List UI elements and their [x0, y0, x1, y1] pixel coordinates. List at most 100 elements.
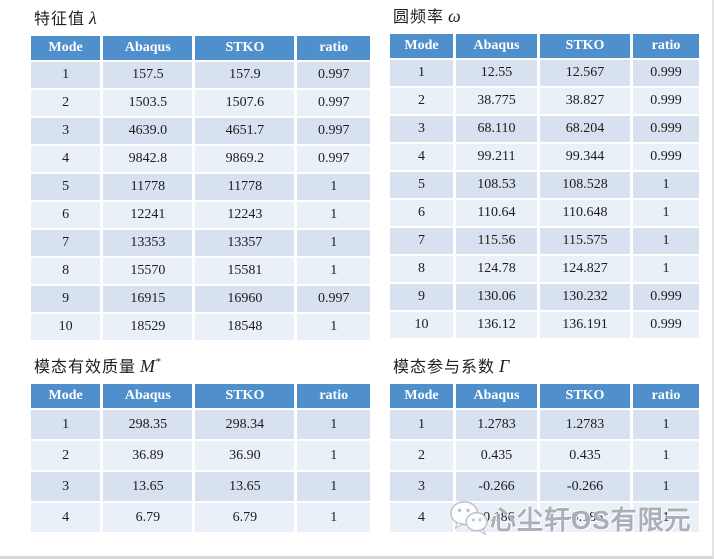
- header-mode: Mode: [31, 36, 101, 60]
- table-cell: 13357: [195, 230, 295, 256]
- table-cell: 110.64: [456, 200, 537, 226]
- table-cell: 1: [297, 472, 370, 501]
- header-ratio: ratio: [633, 384, 699, 408]
- table-cell: 1: [297, 258, 370, 284]
- table-cell: 1: [31, 410, 101, 439]
- table-cell: 0.999: [633, 284, 699, 310]
- table-cell: 1: [31, 62, 101, 88]
- table-cell: 3: [390, 472, 453, 501]
- table-cell: 36.90: [195, 441, 295, 470]
- table-cell: 0.997: [297, 62, 370, 88]
- table-row: 7 13353 13357 1: [31, 230, 370, 256]
- table-header-row: Mode Abaqus STKO ratio: [31, 36, 370, 60]
- table-cell: 1.2783: [456, 410, 537, 439]
- table-cell: 2: [31, 90, 101, 116]
- table-cell: 108.528: [540, 172, 630, 198]
- table-cell: 6.79: [195, 503, 295, 532]
- table-row: 10 136.12 136.191 0.999: [390, 312, 699, 338]
- table-row: 1 298.35 298.34 1: [31, 410, 370, 439]
- table-row: 5 108.53 108.528 1: [390, 172, 699, 198]
- table-cell: 115.575: [540, 228, 630, 254]
- table-row: 2 36.89 36.90 1: [31, 441, 370, 470]
- table-row: 3 4639.0 4651.7 0.997: [31, 118, 370, 144]
- table-cell: 5: [31, 174, 101, 200]
- title-text: 特征值: [34, 11, 86, 28]
- table-cell: 38.827: [540, 88, 630, 114]
- table-cell: 0.999: [633, 116, 699, 142]
- header-stko: STKO: [540, 384, 630, 408]
- table-cell: 124.827: [540, 256, 630, 282]
- table-row: 3 68.110 68.204 0.999: [390, 116, 699, 142]
- table-row: 2 38.775 38.827 0.999: [390, 88, 699, 114]
- table-row: 8 15570 15581 1: [31, 258, 370, 284]
- title-text: 模态参与系数: [393, 359, 496, 376]
- table-eigenvalue: Mode Abaqus STKO ratio 1 157.5 157.9 0.997 2…: [28, 34, 373, 342]
- table-cell: 99.344: [540, 144, 630, 170]
- table-cell: 0.997: [297, 118, 370, 144]
- table-cell: -0.186: [456, 503, 537, 532]
- header-mode: Mode: [390, 34, 453, 58]
- title-symbol: Γ: [499, 356, 510, 376]
- table-cell: 18529: [103, 314, 193, 340]
- table-row: 1 1.2783 1.2783 1: [390, 410, 699, 439]
- header-ratio: ratio: [633, 34, 699, 58]
- table-cell: 1: [633, 472, 699, 501]
- section-eigenvalue: 特征值 λ Mode Abaqus STKO ratio 1 157.5 157.9 0…: [28, 5, 373, 342]
- table-cell: 99.211: [456, 144, 537, 170]
- table-cell: 124.78: [456, 256, 537, 282]
- table-cell: 108.53: [456, 172, 537, 198]
- table-row: 4 6.79 6.79 1: [31, 503, 370, 532]
- table-cell: 12243: [195, 202, 295, 228]
- table-cell: 8: [31, 258, 101, 284]
- table-row: 2 1503.5 1507.6 0.997: [31, 90, 370, 116]
- table-cell: 5: [390, 172, 453, 198]
- table-cell: 0.999: [633, 144, 699, 170]
- header-abaqus: Abaqus: [103, 36, 193, 60]
- table-row: 8 124.78 124.827 1: [390, 256, 699, 282]
- table-modal-participation-factor: Mode Abaqus STKO ratio 1 1.2783 1.2783 1 2 0.…: [387, 382, 702, 534]
- table-cell: 1: [297, 441, 370, 470]
- table-cell: 1: [633, 172, 699, 198]
- table-row: 10 18529 18548 1: [31, 314, 370, 340]
- table-cell: 4: [31, 146, 101, 172]
- table-cell: -0.266: [540, 472, 630, 501]
- table-cell: 12.55: [456, 60, 537, 86]
- table-row: 4 9842.8 9869.2 0.997: [31, 146, 370, 172]
- table-row: 4 99.211 99.344 0.999: [390, 144, 699, 170]
- header-mode: Mode: [31, 384, 101, 408]
- title-symbol: λ: [89, 8, 97, 28]
- table-cell: 6: [31, 202, 101, 228]
- header-abaqus: Abaqus: [103, 384, 193, 408]
- section-modal-effective-mass: 模态有效质量 M* Mode Abaqus STKO ratio 1 298.35 2…: [28, 353, 373, 534]
- title-text: 模态有效质量: [34, 359, 137, 376]
- table-header-row: Mode Abaqus STKO ratio: [31, 384, 370, 408]
- table-cell: 1: [390, 410, 453, 439]
- table-row: 3 13.65 13.65 1: [31, 472, 370, 501]
- table-cell: 1: [633, 228, 699, 254]
- table-row: 1 12.55 12.567 0.999: [390, 60, 699, 86]
- table-cell: 0.997: [297, 90, 370, 116]
- table-cell: 68.204: [540, 116, 630, 142]
- table-cell: 110.648: [540, 200, 630, 226]
- table-cell: 298.35: [103, 410, 193, 439]
- table-row: 6 110.64 110.648 1: [390, 200, 699, 226]
- table-cell: 4651.7: [195, 118, 295, 144]
- table-cell: 0.997: [297, 286, 370, 312]
- table-cell: 4: [390, 144, 453, 170]
- table-cell: 11778: [195, 174, 295, 200]
- table-cell: 13353: [103, 230, 193, 256]
- table-cell: 130.06: [456, 284, 537, 310]
- header-mode: Mode: [390, 384, 453, 408]
- table-row: 7 115.56 115.575 1: [390, 228, 699, 254]
- table-cell: 9: [31, 286, 101, 312]
- table-cell: 1: [633, 503, 699, 532]
- table-title-circular-frequency: 圆频率 ω: [393, 3, 702, 27]
- table-cell: 1: [633, 200, 699, 226]
- section-circular-frequency: 圆频率 ω Mode Abaqus STKO ratio 1 12.55 12.567…: [387, 3, 702, 340]
- table-cell: 16915: [103, 286, 193, 312]
- table-cell: 1: [297, 174, 370, 200]
- table-cell: 1: [633, 441, 699, 470]
- header-abaqus: Abaqus: [456, 384, 537, 408]
- table-cell: 0.999: [633, 312, 699, 338]
- table-title-eigenvalue: 特征值 λ: [34, 5, 373, 29]
